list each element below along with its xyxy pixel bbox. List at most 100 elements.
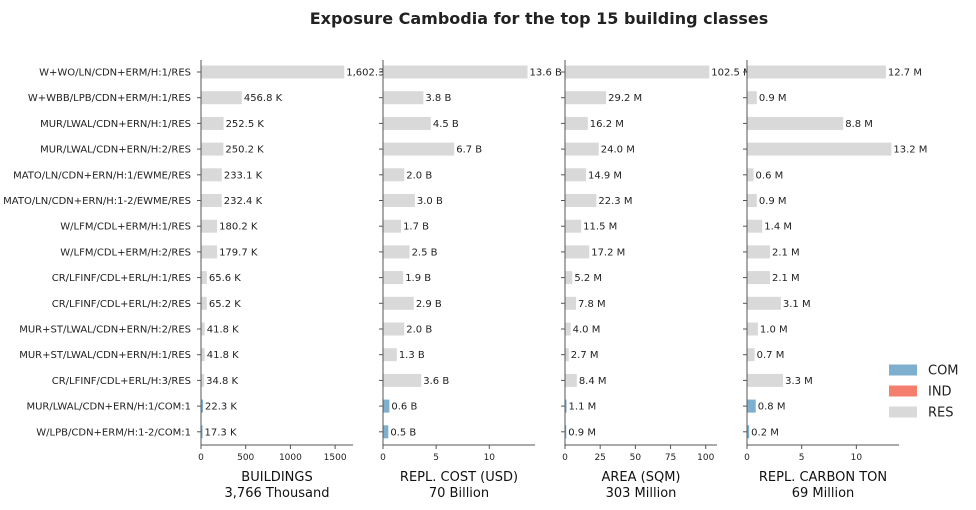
x-tick-label: 10 <box>484 453 496 463</box>
bar <box>747 245 770 259</box>
data-label: 0.9 M <box>568 427 596 438</box>
bar <box>747 322 758 336</box>
data-label: 1,602.3 K <box>346 68 394 79</box>
bar <box>383 322 405 336</box>
category-label: MUR+ST/LWAL/CDN+ERN/H:2/RES <box>19 325 191 336</box>
data-label: 11.5 M <box>583 222 617 233</box>
bar <box>565 271 573 285</box>
category-label: MUR/LWAL/CDN+ERN/H:2/RES <box>40 145 191 156</box>
bar <box>565 194 597 207</box>
x-tick-label: 1000 <box>279 453 302 463</box>
bar <box>201 116 224 130</box>
category-label: CR/LFINF/CDL+ERL/H:3/RES <box>52 376 191 387</box>
data-label: 22.3 M <box>598 196 632 207</box>
data-label: 34.8 K <box>206 376 238 387</box>
data-label: 2.0 B <box>406 170 432 181</box>
data-label: 252.5 K <box>226 119 265 130</box>
data-label: 2.1 M <box>772 247 800 258</box>
data-label: 65.6 K <box>209 273 241 284</box>
bar <box>747 116 844 130</box>
legend-swatch-res <box>889 406 917 418</box>
bar <box>201 219 218 233</box>
data-label: 17.2 M <box>591 247 625 258</box>
category-label: MUR/LWAL/CDN+ERN/H:1/RES <box>40 119 191 130</box>
bar <box>201 168 222 182</box>
data-label: 24.0 M <box>601 145 635 156</box>
data-label: 3.1 M <box>783 299 811 310</box>
bar <box>747 399 756 413</box>
x-tick-label: 50 <box>630 453 642 463</box>
bar <box>565 296 576 310</box>
bar <box>201 399 203 413</box>
x-axis-total: 3,766 Thousand <box>225 486 330 501</box>
bar <box>565 399 567 413</box>
bar <box>565 142 599 156</box>
data-label: 3.6 B <box>423 376 449 387</box>
data-label: 0.7 M <box>757 350 785 361</box>
data-label: 2.7 M <box>571 350 599 361</box>
bar <box>201 245 218 259</box>
bar <box>565 348 569 362</box>
bar <box>383 65 528 79</box>
data-label: 16.2 M <box>590 119 624 130</box>
panel-1: 1,602.3 K 456.8 K 252.5 K 250.2 K 233.1 K 232… <box>197 60 395 501</box>
bar <box>383 425 389 439</box>
x-axis-total: 70 Billion <box>429 486 489 501</box>
x-axis-label: REPL. CARBON TON <box>759 470 887 485</box>
data-label: 4.0 M <box>573 325 601 336</box>
data-label: 14.9 M <box>588 170 622 181</box>
data-label: 2.0 B <box>406 325 432 336</box>
bar <box>565 219 582 233</box>
data-label: 0.6 M <box>756 170 784 181</box>
data-label: 3.8 B <box>425 93 451 104</box>
bar <box>747 219 763 233</box>
panel-2: 13.6 B 3.8 B 4.5 B 6.7 B 2.0 B 3.0 B 1.7 B 2.5 … <box>379 60 562 501</box>
data-label: 1.0 M <box>760 325 788 336</box>
data-label: 0.2 M <box>751 427 779 438</box>
bar <box>383 245 410 259</box>
bar <box>201 322 205 336</box>
bar <box>383 116 431 130</box>
x-axis-label: BUILDINGS <box>241 470 312 485</box>
x-tick-label: 0 <box>562 453 568 463</box>
legend-label-ind: IND <box>928 385 952 400</box>
bar <box>747 296 781 310</box>
data-label: 29.2 M <box>608 93 642 104</box>
data-label: 0.5 B <box>390 427 416 438</box>
bar <box>565 91 607 105</box>
x-tick-label: 500 <box>237 453 254 463</box>
category-label: CR/LFINF/CDL+ERL/H:1/RES <box>52 273 191 284</box>
panel-3: 102.5 M 29.2 M 16.2 M 24.0 M 14.9 M 22.3 M 11.… <box>561 60 752 501</box>
bar <box>565 373 577 387</box>
bar <box>383 91 424 105</box>
x-axis-label: AREA (SQM) <box>601 470 680 485</box>
bar <box>201 271 207 285</box>
data-label: 180.2 K <box>219 222 258 233</box>
data-label: 1.4 M <box>764 222 792 233</box>
x-tick-label: 0 <box>198 453 204 463</box>
bar <box>201 373 205 387</box>
bar <box>201 194 222 207</box>
bar <box>565 168 586 182</box>
bar <box>747 348 755 362</box>
data-label: 2.9 B <box>416 299 442 310</box>
bar <box>565 245 590 259</box>
bar <box>747 194 757 207</box>
data-label: 4.5 B <box>433 119 459 130</box>
x-tick-label: 10 <box>851 453 863 463</box>
data-label: 41.8 K <box>207 325 239 336</box>
data-label: 65.2 K <box>209 299 241 310</box>
bar <box>201 296 207 310</box>
data-label: 12.7 M <box>888 68 922 79</box>
category-label: MUR+ST/LWAL/CDN+ERN/H:1/RES <box>19 350 191 361</box>
category-label: W/LPB/CDN+ERM/H:1-2/COM:1 <box>36 427 191 438</box>
bar <box>747 142 892 156</box>
data-label: 456.8 K <box>244 93 283 104</box>
bar <box>747 271 770 285</box>
bar <box>201 142 224 156</box>
data-label: 22.3 K <box>205 402 237 413</box>
data-label: 17.3 K <box>205 427 237 438</box>
bar <box>747 91 757 105</box>
bar <box>383 373 422 387</box>
x-tick-label: 100 <box>697 453 714 463</box>
